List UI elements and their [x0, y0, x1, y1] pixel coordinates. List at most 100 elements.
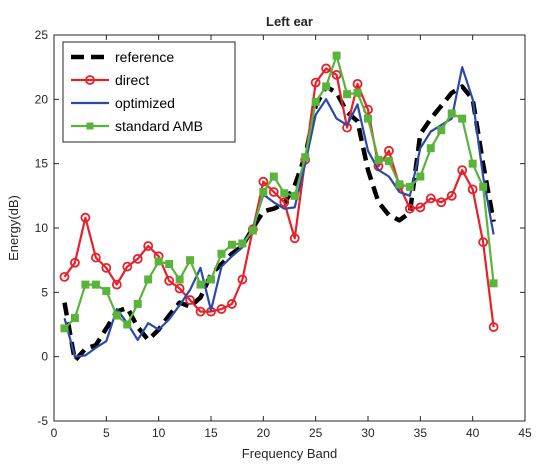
data-point: [195, 306, 206, 317]
data-point: [478, 237, 489, 248]
data-point: [425, 193, 436, 204]
series-line: [63, 66, 495, 358]
data-point: [415, 202, 426, 213]
data-point: [90, 252, 101, 263]
legend-label: optimized: [115, 95, 175, 111]
y-tick-label: 20: [35, 92, 49, 106]
data-point: [331, 69, 342, 80]
data-point: [227, 299, 237, 309]
data-point: [457, 165, 468, 176]
data-point: [186, 256, 195, 265]
data-point: [311, 97, 320, 106]
data-point: [280, 189, 289, 198]
data-point: [332, 51, 341, 60]
data-point: [143, 241, 154, 251]
data-point: [217, 249, 226, 258]
data-point: [70, 257, 80, 268]
data-point: [458, 114, 467, 123]
data-point: [446, 190, 457, 201]
series-standard-amb: [60, 51, 498, 333]
data-point: [268, 187, 279, 197]
x-tick-label: 40: [466, 426, 480, 440]
data-point: [343, 90, 352, 99]
data-point: [447, 109, 456, 118]
data-point: [60, 324, 69, 333]
legend: reference direct optimized standard AMB: [62, 41, 236, 143]
x-tick-label: 25: [309, 426, 323, 440]
y-tick-label: -5: [37, 414, 48, 428]
x-tick-label: 30: [361, 426, 375, 440]
legend-marker: [85, 75, 95, 85]
data-point: [289, 233, 300, 244]
data-point: [436, 197, 447, 208]
legend-entry: standard AMB: [71, 118, 203, 134]
data-point: [207, 275, 215, 284]
data-point: [364, 114, 372, 123]
data-point: [227, 240, 236, 249]
legend-entry: reference: [71, 49, 174, 65]
series-reference: [62, 84, 496, 363]
data-point: [111, 279, 122, 290]
y-tick-label: 10: [35, 221, 49, 235]
data-point: [259, 187, 268, 196]
data-point: [479, 182, 488, 191]
data-point: [238, 239, 247, 248]
data-point: [489, 279, 498, 288]
legend-entry: optimized: [71, 95, 175, 111]
data-point: [426, 144, 435, 153]
data-point: [101, 262, 112, 273]
data-point: [122, 261, 133, 272]
data-point: [437, 126, 446, 135]
x-tick-label: 5: [103, 426, 110, 440]
legend-label: standard AMB: [115, 118, 203, 134]
chart-title: Left ear: [266, 14, 313, 29]
series-optimized: [63, 66, 495, 358]
data-point: [144, 275, 153, 284]
data-point: [322, 82, 331, 91]
data-point: [81, 280, 90, 289]
y-tick-label: 0: [41, 350, 48, 364]
data-point: [132, 253, 143, 264]
data-point: [384, 157, 393, 166]
y-tick-label: 25: [35, 28, 49, 42]
data-point: [174, 283, 185, 294]
data-point: [123, 320, 132, 329]
data-point: [112, 311, 121, 320]
y-tick-label: 15: [35, 157, 49, 171]
series-line: [63, 67, 495, 328]
data-point: [248, 226, 257, 235]
legend-entry: direct: [71, 72, 149, 88]
x-tick-label: 0: [51, 426, 58, 440]
data-point: [237, 274, 248, 285]
y-tick-label: 5: [41, 285, 48, 299]
data-point: [488, 322, 499, 332]
data-point: [70, 314, 79, 323]
data-point: [175, 275, 184, 284]
data-point: [468, 159, 477, 168]
x-tick-label: 20: [257, 426, 271, 440]
data-point: [374, 155, 383, 164]
data-point: [258, 176, 269, 187]
data-point: [321, 63, 332, 74]
data-point: [164, 275, 175, 286]
data-point: [185, 295, 195, 305]
x-tick-label: 45: [518, 426, 532, 440]
legend-marker: [86, 122, 94, 130]
legend-label: reference: [115, 49, 174, 65]
data-point: [404, 203, 415, 214]
x-axis-title: Frequency Band: [242, 446, 337, 461]
data-point: [59, 271, 70, 282]
data-point: [91, 280, 100, 289]
data-point: [467, 184, 478, 195]
data-point: [165, 260, 174, 269]
data-point: [301, 153, 310, 162]
x-tick-label: 15: [204, 426, 218, 440]
data-point: [279, 197, 290, 208]
data-point: [216, 304, 227, 314]
data-point: [310, 77, 321, 88]
data-point: [102, 287, 111, 296]
x-tick-label: 35: [414, 426, 428, 440]
y-axis-title: Energy(dB): [6, 195, 21, 261]
